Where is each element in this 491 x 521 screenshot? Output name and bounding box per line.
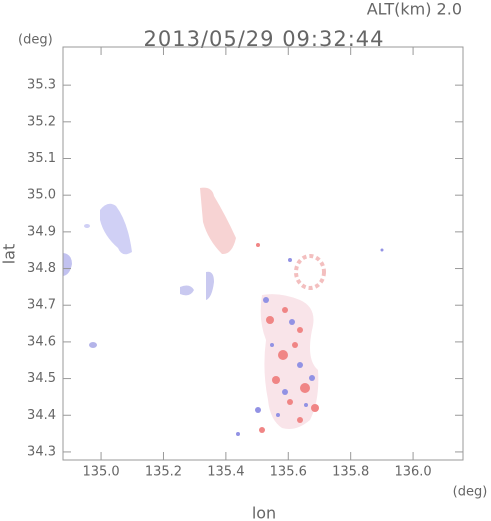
y-tick-label: 35.0 bbox=[27, 188, 56, 203]
echo bbox=[200, 187, 236, 255]
x-tick-label: 135.6 bbox=[270, 465, 307, 480]
echo-field bbox=[63, 187, 384, 436]
y-tick-label: 35.3 bbox=[27, 78, 56, 93]
x-tick-label: 135.0 bbox=[82, 465, 119, 480]
echo bbox=[294, 254, 326, 290]
x-tick-label: 135.4 bbox=[207, 465, 244, 480]
x-tick-label: 136.0 bbox=[394, 465, 431, 480]
echo-cells bbox=[256, 243, 319, 433]
altitude-label: ALT(km) 2.0 bbox=[367, 0, 462, 19]
y-tick-label: 34.8 bbox=[27, 261, 56, 276]
y-tick-label: 35.1 bbox=[27, 151, 56, 166]
y-tick-label: 34.4 bbox=[27, 408, 56, 423]
y-axis-label: lat bbox=[0, 244, 19, 265]
echo bbox=[89, 342, 97, 348]
echo bbox=[63, 253, 72, 276]
y-tick-label: 34.5 bbox=[27, 371, 56, 386]
y-tick-label: 34.6 bbox=[27, 334, 56, 349]
echo bbox=[206, 271, 214, 300]
y-tick-label: 34.9 bbox=[27, 224, 56, 239]
echo-cells bbox=[236, 248, 384, 436]
plot-frame bbox=[62, 46, 464, 461]
x-tick-label: 135.2 bbox=[145, 465, 182, 480]
echo bbox=[100, 203, 132, 255]
y-tick-label: 34.7 bbox=[27, 298, 56, 313]
x-tick-label: 135.8 bbox=[332, 465, 369, 480]
x-unit: (deg) bbox=[453, 485, 488, 500]
echo bbox=[180, 285, 194, 296]
x-axis-label: lon bbox=[252, 504, 276, 521]
echo bbox=[260, 294, 319, 429]
y-tick-label: 34.3 bbox=[27, 444, 56, 459]
y-tick-label: 35.2 bbox=[27, 114, 56, 129]
echo bbox=[84, 224, 90, 228]
y-unit: (deg) bbox=[18, 33, 53, 48]
